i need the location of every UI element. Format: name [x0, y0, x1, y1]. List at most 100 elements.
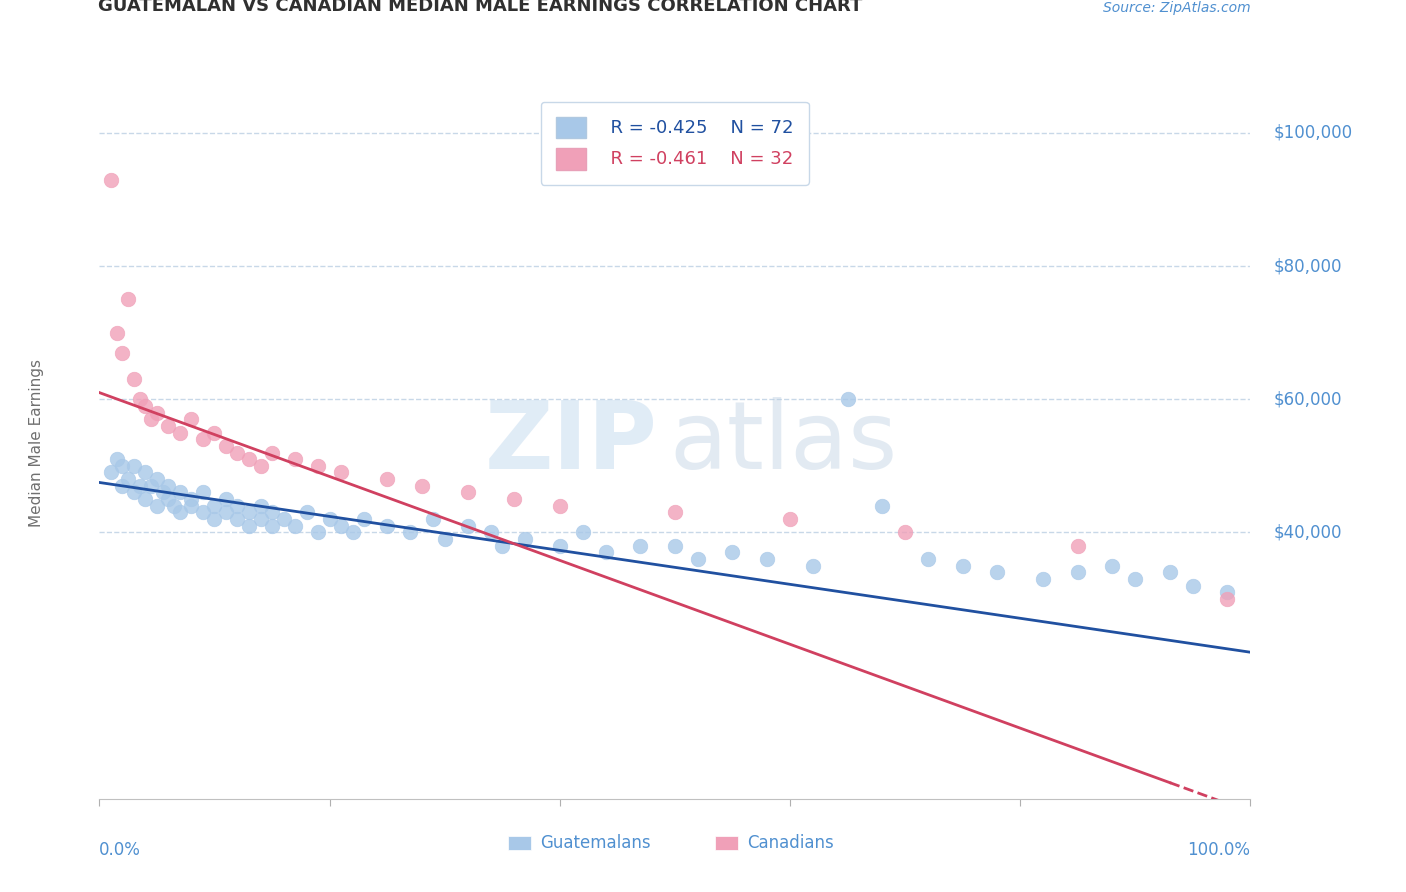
Point: [141, 479, 163, 493]
Text: GUATEMALAN VS CANADIAN MEDIAN MALE EARNINGS CORRELATION CHART: GUATEMALAN VS CANADIAN MEDIAN MALE EARNI…: [98, 0, 863, 15]
Point: [779, 512, 801, 526]
Point: [894, 525, 917, 540]
Point: [169, 485, 191, 500]
Point: [141, 412, 163, 426]
Point: [595, 545, 617, 559]
Point: [342, 525, 364, 540]
Text: Canadians: Canadians: [748, 834, 834, 852]
Point: [260, 518, 283, 533]
Point: [146, 406, 169, 420]
Point: [169, 425, 191, 440]
Text: Guatemalans: Guatemalans: [540, 834, 651, 852]
Text: 100.0%: 100.0%: [1188, 841, 1250, 859]
Bar: [508, 836, 531, 850]
Point: [284, 452, 307, 467]
Point: [1181, 579, 1204, 593]
Point: [134, 466, 156, 480]
Point: [134, 492, 156, 507]
Point: [284, 518, 307, 533]
Point: [111, 458, 134, 473]
Text: $60,000: $60,000: [1274, 391, 1341, 409]
Text: $40,000: $40,000: [1274, 524, 1341, 541]
Point: [952, 558, 974, 573]
Point: [801, 558, 824, 573]
Point: [1216, 585, 1239, 599]
Point: [180, 492, 202, 507]
Bar: [716, 836, 738, 850]
Text: atlas: atlas: [669, 397, 897, 489]
Point: [837, 392, 859, 407]
Point: [117, 472, 139, 486]
Point: [215, 439, 238, 453]
Point: [100, 172, 122, 186]
Point: [100, 466, 122, 480]
Point: [273, 512, 295, 526]
Text: Source: ZipAtlas.com: Source: ZipAtlas.com: [1102, 1, 1250, 15]
Point: [163, 499, 186, 513]
Text: Median Male Earnings: Median Male Earnings: [28, 359, 44, 526]
Point: [226, 499, 249, 513]
Point: [215, 492, 238, 507]
Point: [502, 492, 524, 507]
Point: [755, 552, 778, 566]
Point: [146, 472, 169, 486]
Point: [238, 518, 260, 533]
Text: $80,000: $80,000: [1274, 257, 1341, 275]
Point: [191, 485, 214, 500]
Point: [249, 458, 271, 473]
Point: [353, 512, 375, 526]
Point: [105, 326, 128, 340]
Point: [191, 505, 214, 519]
Point: [330, 518, 353, 533]
Point: [411, 479, 433, 493]
Point: [664, 505, 686, 519]
Point: [433, 532, 456, 546]
Point: [226, 445, 249, 459]
Point: [1032, 572, 1054, 586]
Point: [375, 518, 398, 533]
Point: [457, 485, 479, 500]
Point: [157, 418, 180, 433]
Text: $100,000: $100,000: [1274, 124, 1353, 142]
Point: [238, 505, 260, 519]
Point: [628, 539, 651, 553]
Point: [111, 479, 134, 493]
Point: [249, 512, 271, 526]
Point: [330, 466, 353, 480]
Point: [105, 452, 128, 467]
Point: [226, 512, 249, 526]
Point: [548, 539, 571, 553]
Point: [422, 512, 444, 526]
Point: [1067, 539, 1090, 553]
Point: [238, 452, 260, 467]
Point: [295, 505, 318, 519]
Point: [260, 445, 283, 459]
Point: [128, 479, 150, 493]
Point: [375, 472, 398, 486]
Point: [117, 293, 139, 307]
Point: [204, 499, 226, 513]
Point: [1067, 566, 1090, 580]
Point: [180, 412, 202, 426]
Point: [491, 539, 513, 553]
Point: [870, 499, 893, 513]
Point: [686, 552, 709, 566]
Point: [204, 512, 226, 526]
Point: [1159, 566, 1181, 580]
Point: [134, 399, 156, 413]
Point: [1123, 572, 1146, 586]
Point: [146, 499, 169, 513]
Point: [157, 479, 180, 493]
Point: [111, 345, 134, 359]
Point: [917, 552, 939, 566]
Point: [457, 518, 479, 533]
Point: [1216, 591, 1239, 606]
Point: [122, 485, 145, 500]
Point: [122, 372, 145, 386]
Legend:   R = -0.425    N = 72,   R = -0.461    N = 32: R = -0.425 N = 72, R = -0.461 N = 32: [541, 102, 808, 185]
Point: [215, 505, 238, 519]
Point: [152, 485, 174, 500]
Point: [548, 499, 571, 513]
Point: [122, 458, 145, 473]
Point: [169, 505, 191, 519]
